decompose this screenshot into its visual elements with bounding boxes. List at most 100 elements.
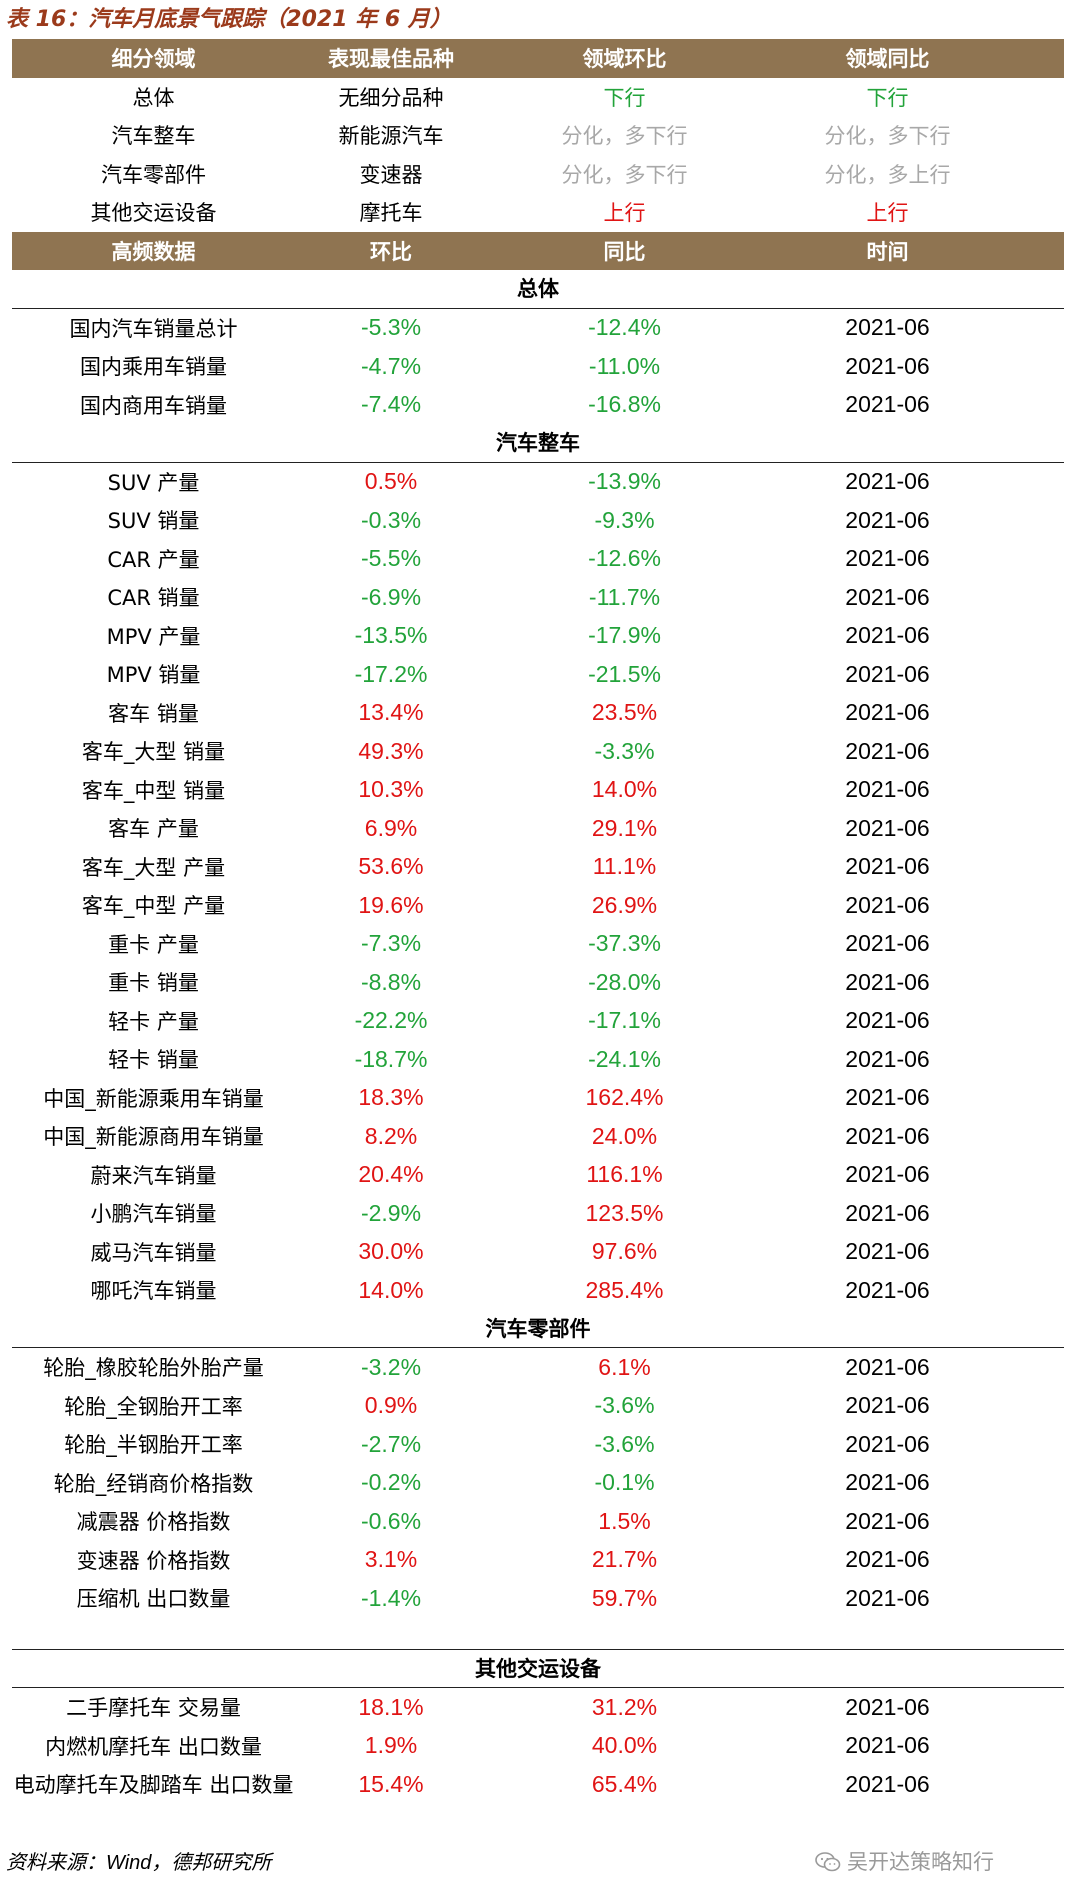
row-yoy-value: -21.5% xyxy=(588,660,661,687)
row-mom-value: 20.4% xyxy=(358,1161,424,1188)
table-row: 二手摩托车 交易量 18.1% 31.2% 2021-06 xyxy=(12,1688,1064,1727)
row-time: 2021-06 xyxy=(845,314,930,341)
row-indicator-name: SUV 销量 xyxy=(107,509,200,534)
summary-best: 新能源汽车 xyxy=(338,124,444,149)
row-time: 2021-06 xyxy=(845,545,930,572)
table-row: 客车_中型 产量 19.6% 26.9% 2021-06 xyxy=(12,886,1064,925)
table-row: 轻卡 销量 -18.7% -24.1% 2021-06 xyxy=(12,1040,1064,1079)
row-time: 2021-06 xyxy=(845,1392,930,1419)
row-time: 2021-06 xyxy=(845,506,930,533)
table-row: 减震器 价格指数 -0.6% 1.5% 2021-06 xyxy=(12,1502,1064,1541)
row-mom-value: -5.3% xyxy=(360,314,422,341)
table-row: 内燃机摩托车 出口数量 1.9% 40.0% 2021-06 xyxy=(12,1727,1064,1766)
table-row: MPV 产量 -13.5% -17.9% 2021-06 xyxy=(12,617,1064,656)
row-yoy-value: 24.0% xyxy=(591,1122,658,1149)
row-indicator-name: 客车_大型 销量 xyxy=(81,740,226,765)
auto-sector-tracking-table: 细分领域 表现最佳品种 领域环比 领域同比 总体 无细分品种 下行 下行 汽车整车 新能源… xyxy=(12,39,1064,1804)
section-title: 其他交运设备 xyxy=(12,1650,1064,1688)
row-indicator-name: 哪吒汽车销量 xyxy=(90,1279,217,1304)
row-time: 2021-06 xyxy=(845,1430,930,1457)
summary-row: 汽车整车 新能源汽车 分化，多下行 分化，多下行 xyxy=(12,116,1064,155)
row-mom-value: 1.9% xyxy=(364,1732,418,1759)
table-caption: 表 16：汽车月底景气跟踪（2021 年 6 月） xyxy=(6,7,452,32)
row-yoy-value: 40.0% xyxy=(591,1732,658,1759)
row-indicator-name: CAR 销量 xyxy=(107,586,200,611)
row-indicator-name: 蔚来汽车销量 xyxy=(90,1163,217,1188)
row-mom-value: 19.6% xyxy=(358,891,424,918)
row-indicator-name: 重卡 销量 xyxy=(108,971,199,996)
row-yoy-value: -12.6% xyxy=(588,545,661,572)
row-mom-value: -7.3% xyxy=(360,930,422,957)
row-mom-value: -17.2% xyxy=(354,660,428,687)
row-indicator-name: SUV 产量 xyxy=(107,470,200,495)
table-row: 客车_大型 产量 53.6% 11.1% 2021-06 xyxy=(12,848,1064,887)
row-indicator-name: 国内乘用车销量 xyxy=(80,355,227,380)
row-indicator-name: 轮胎_半钢胎开工率 xyxy=(64,1433,243,1458)
row-yoy-value: 59.7% xyxy=(591,1584,658,1611)
table-row: 重卡 销量 -8.8% -28.0% 2021-06 xyxy=(12,963,1064,1002)
row-time: 2021-06 xyxy=(845,352,930,379)
row-time: 2021-06 xyxy=(845,660,930,687)
row-mom-value: 13.4% xyxy=(358,699,424,726)
row-time: 2021-06 xyxy=(845,1238,930,1265)
row-mom-value: -2.9% xyxy=(360,1199,422,1226)
row-indicator-name: 电动摩托车及脚踏车 出口数量 xyxy=(13,1773,294,1798)
table-row: 轮胎_全钢胎开工率 0.9% -3.6% 2021-06 xyxy=(12,1387,1064,1426)
row-yoy-value: 6.1% xyxy=(598,1353,651,1380)
row-yoy-value: 23.5% xyxy=(591,699,658,726)
source-note: 资料来源：Wind，德邦研究所 xyxy=(6,1850,272,1874)
row-mom-value: -1.4% xyxy=(360,1584,422,1611)
row-time: 2021-06 xyxy=(845,1469,930,1496)
row-time: 2021-06 xyxy=(845,853,930,880)
row-mom-value: -8.8% xyxy=(360,968,422,995)
table-row: SUV 销量 -0.3% -9.3% 2021-06 xyxy=(12,501,1064,540)
row-time: 2021-06 xyxy=(845,1693,930,1720)
row-yoy-value: -9.3% xyxy=(594,506,655,533)
row-time: 2021-06 xyxy=(845,1732,930,1759)
row-mom-value: -0.2% xyxy=(360,1469,422,1496)
row-time: 2021-06 xyxy=(845,1007,930,1034)
row-yoy-value: -11.7% xyxy=(588,583,661,610)
row-mom-value: 3.1% xyxy=(364,1546,418,1573)
table-row: 变速器 价格指数 3.1% 21.7% 2021-06 xyxy=(12,1541,1064,1580)
row-yoy-value: -12.4% xyxy=(588,314,661,341)
row-indicator-name: MPV 销量 xyxy=(106,663,201,688)
summary-best: 变速器 xyxy=(359,162,423,187)
section-divider xyxy=(12,1648,1064,1650)
row-yoy-value: 1.5% xyxy=(598,1507,651,1534)
row-mom-value: -18.7% xyxy=(354,1045,428,1072)
row-time: 2021-06 xyxy=(845,968,930,995)
table-row: 客车_中型 销量 10.3% 14.0% 2021-06 xyxy=(12,771,1064,810)
row-yoy-value: -0.1% xyxy=(594,1469,655,1496)
row-yoy-value: 26.9% xyxy=(591,891,658,918)
row-indicator-name: 重卡 产量 xyxy=(108,932,199,957)
table-row: 重卡 产量 -7.3% -37.3% 2021-06 xyxy=(12,925,1064,964)
summary-row: 总体 无细分品种 下行 下行 xyxy=(12,78,1064,117)
row-yoy-value: -3.3% xyxy=(594,737,655,764)
row-indicator-name: MPV 产量 xyxy=(106,624,201,649)
row-mom-value: 14.0% xyxy=(358,1276,424,1303)
table-row: 中国_新能源乘用车销量 18.3% 162.4% 2021-06 xyxy=(12,1079,1064,1118)
row-time: 2021-06 xyxy=(845,1084,930,1111)
section-title: 汽车整车 xyxy=(12,424,1064,463)
row-yoy-value: -3.6% xyxy=(594,1392,655,1419)
summary-yoy: 分化，多上行 xyxy=(824,162,951,187)
row-indicator-name: 威马汽车销量 xyxy=(90,1240,217,1265)
row-mom-value: 49.3% xyxy=(358,737,424,764)
summary-field: 总体 xyxy=(132,85,175,110)
row-time: 2021-06 xyxy=(845,1507,930,1534)
table-row: 国内汽车销量总计 -5.3% -12.4% 2021-06 xyxy=(12,309,1064,348)
row-indicator-name: 客车_中型 产量 xyxy=(81,894,226,919)
row-indicator-name: 客车 产量 xyxy=(108,817,199,842)
row-mom-value: -22.2% xyxy=(354,1007,428,1034)
row-indicator-name: 国内商用车销量 xyxy=(80,393,227,418)
header-yoy: 同比 xyxy=(603,239,646,264)
data-sections: 总体 国内汽车销量总计 -5.3% -12.4% 2021-06 国内乘用车销量 -4.7%… xyxy=(12,270,1064,1804)
row-time: 2021-06 xyxy=(845,1584,930,1611)
table-row: CAR 产量 -5.5% -12.6% 2021-06 xyxy=(12,540,1064,579)
row-yoy-value: -16.8% xyxy=(588,391,661,418)
table-row: 威马汽车销量 30.0% 97.6% 2021-06 xyxy=(12,1233,1064,1272)
row-yoy-value: 31.2% xyxy=(591,1693,658,1720)
row-indicator-name: 小鹏汽车销量 xyxy=(90,1202,217,1227)
row-time: 2021-06 xyxy=(845,1546,930,1573)
